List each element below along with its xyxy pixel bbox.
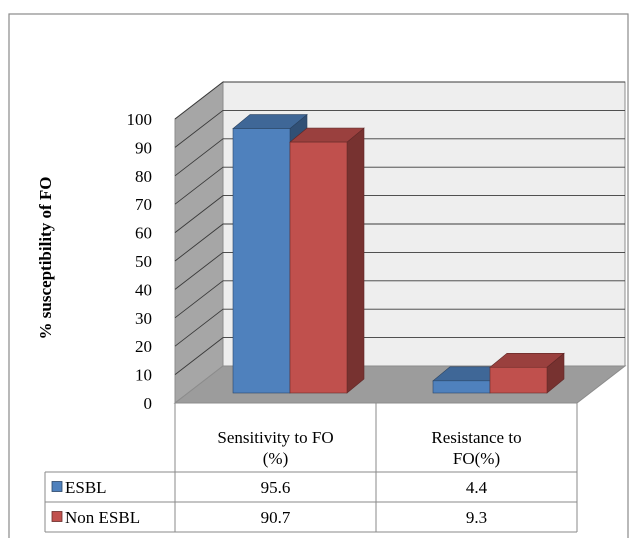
y-tick-label: 10	[135, 366, 152, 385]
data-label: 95.6	[261, 478, 291, 497]
gridline	[174, 280, 625, 319]
y-tick-label: 30	[135, 309, 152, 328]
bar-front	[289, 141, 348, 394]
legend-key-non-esbl	[51, 511, 63, 522]
data-label: 4.4	[466, 478, 488, 497]
category-label: Resistance to FO(%)	[431, 428, 521, 468]
y-axis-label: % susceptibility of FO	[36, 177, 55, 340]
gridline	[174, 81, 625, 120]
bar-side	[346, 127, 365, 394]
y-tick-label: 50	[135, 252, 152, 271]
bar-front	[232, 128, 291, 394]
gridline	[174, 223, 625, 262]
category-label: Sensitivity to FO (%)	[217, 428, 333, 468]
legend-key-esbl	[51, 481, 63, 492]
y-tick-label: 80	[135, 167, 152, 186]
bar-front	[489, 366, 548, 394]
gridline	[174, 251, 625, 290]
bars	[232, 113, 565, 394]
y-axis-ticks: 0 10 20 30 40 50 60 70 80 90 100	[127, 110, 153, 413]
gridline	[174, 138, 625, 177]
y-tick-label: 100	[127, 110, 153, 129]
y-tick-label: 40	[135, 280, 152, 299]
gridline	[174, 109, 625, 148]
series-name: Non ESBL	[65, 508, 140, 527]
y-tick-label: 60	[135, 224, 152, 243]
bar-non-esbl-2	[489, 352, 565, 394]
bar-front	[432, 380, 491, 394]
gridlines	[174, 81, 625, 375]
gridline	[174, 308, 625, 347]
bar-non-esbl-1	[289, 127, 365, 394]
data-label: 9.3	[466, 508, 487, 527]
y-tick-label: 0	[144, 394, 153, 413]
gridline	[174, 195, 625, 233]
y-tick-label: 20	[135, 337, 152, 356]
gridline	[174, 166, 625, 205]
y-tick-label: 90	[135, 138, 152, 157]
data-table: Sensitivity to FO (%) Resistance to FO(%) ES…	[44, 403, 578, 533]
data-label: 90.7	[261, 508, 291, 527]
gridline	[174, 337, 625, 375]
series-name: ESBL	[65, 478, 107, 497]
y-tick-label: 70	[135, 195, 152, 214]
